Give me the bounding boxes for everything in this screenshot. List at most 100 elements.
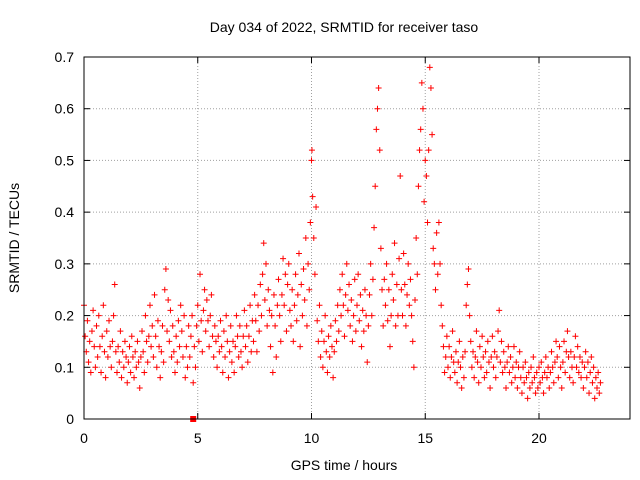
data-point xyxy=(228,359,235,366)
data-point xyxy=(150,353,157,360)
data-point xyxy=(325,333,332,340)
data-point xyxy=(591,395,598,402)
data-point xyxy=(479,333,486,340)
data-point xyxy=(423,172,430,179)
data-point xyxy=(571,353,578,360)
data-point xyxy=(141,369,148,376)
data-point xyxy=(455,359,462,366)
data-point xyxy=(474,359,481,366)
data-point xyxy=(402,322,409,329)
data-point xyxy=(523,374,530,381)
data-point xyxy=(116,359,123,366)
data-point xyxy=(253,348,260,355)
data-point xyxy=(328,343,335,350)
data-point xyxy=(181,312,188,319)
data-point xyxy=(500,348,507,355)
data-point xyxy=(543,374,550,381)
data-point xyxy=(438,302,445,309)
data-point xyxy=(495,328,502,335)
data-point xyxy=(332,317,339,324)
data-point xyxy=(397,172,404,179)
y-tick-label: 0.6 xyxy=(55,101,75,117)
data-point xyxy=(537,379,544,386)
data-point xyxy=(525,369,532,376)
data-point xyxy=(206,343,213,350)
data-point xyxy=(280,255,287,262)
data-point xyxy=(275,276,282,283)
data-point xyxy=(237,348,244,355)
data-point xyxy=(104,353,111,360)
data-point xyxy=(323,348,330,355)
data-point xyxy=(363,312,370,319)
data-point xyxy=(131,374,138,381)
data-point xyxy=(518,390,525,397)
data-point xyxy=(307,219,314,226)
data-point xyxy=(562,369,569,376)
data-point xyxy=(440,343,447,350)
data-point xyxy=(204,317,211,324)
data-point xyxy=(586,390,593,397)
data-point xyxy=(371,224,378,231)
data-point xyxy=(529,379,536,386)
data-point xyxy=(152,333,159,340)
data-point xyxy=(281,302,288,309)
data-point xyxy=(422,157,429,164)
data-point xyxy=(441,369,448,376)
data-point xyxy=(336,286,343,293)
data-point xyxy=(317,353,324,360)
data-point xyxy=(103,328,110,335)
data-point xyxy=(492,374,499,381)
data-point xyxy=(393,281,400,288)
data-point xyxy=(489,333,496,340)
data-point xyxy=(542,353,549,360)
data-point xyxy=(292,271,299,278)
data-point xyxy=(158,348,165,355)
data-point xyxy=(548,348,555,355)
data-point xyxy=(230,338,237,345)
data-point xyxy=(298,281,305,288)
data-point xyxy=(506,369,513,376)
data-point xyxy=(168,353,175,360)
data-point xyxy=(291,302,298,309)
data-point xyxy=(483,369,490,376)
data-point xyxy=(466,312,473,319)
data-point xyxy=(115,343,122,350)
data-point xyxy=(112,348,119,355)
data-point xyxy=(203,297,210,304)
data-point xyxy=(334,302,341,309)
data-point xyxy=(384,317,391,324)
data-point xyxy=(578,374,585,381)
data-point xyxy=(504,359,511,366)
data-point xyxy=(463,302,470,309)
data-point xyxy=(473,328,480,335)
data-point xyxy=(95,312,102,319)
data-point xyxy=(475,379,482,386)
data-point xyxy=(379,286,386,293)
data-point xyxy=(315,338,322,345)
data-point xyxy=(190,379,197,386)
data-point xyxy=(232,343,239,350)
data-point xyxy=(346,281,353,288)
data-point xyxy=(364,359,371,366)
data-point xyxy=(470,348,477,355)
data-point xyxy=(575,369,582,376)
data-point xyxy=(284,281,291,288)
data-point xyxy=(339,271,346,278)
data-point xyxy=(482,348,489,355)
data-point xyxy=(197,271,204,278)
data-point xyxy=(338,312,345,319)
data-point xyxy=(132,348,139,355)
data-point xyxy=(520,364,527,371)
data-point xyxy=(487,384,494,391)
data-point xyxy=(590,364,597,371)
data-point xyxy=(429,131,436,138)
data-point xyxy=(476,343,483,350)
data-point xyxy=(313,203,320,210)
data-point xyxy=(310,235,317,241)
data-point xyxy=(209,333,216,340)
data-point xyxy=(381,276,388,283)
data-point xyxy=(559,359,566,366)
data-point xyxy=(383,260,390,267)
data-point xyxy=(165,297,172,304)
data-point xyxy=(582,348,589,355)
